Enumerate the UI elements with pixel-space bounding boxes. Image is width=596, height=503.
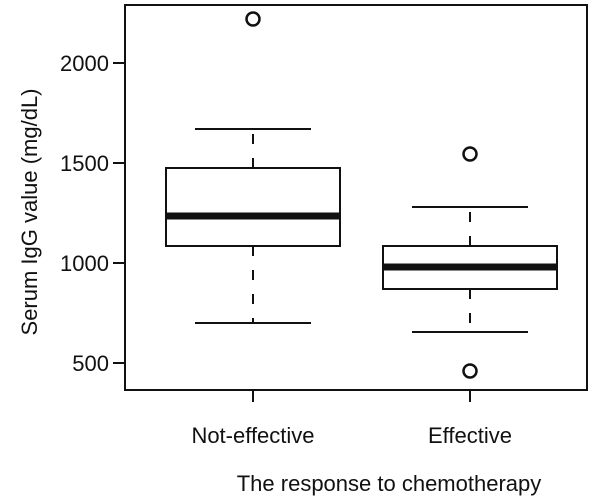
y-tick-label: 1500 bbox=[60, 151, 109, 176]
plot-frame bbox=[124, 4, 588, 391]
y-tick-label: 500 bbox=[72, 351, 109, 376]
y-tick-label: 1000 bbox=[60, 251, 109, 276]
x-tick-label: Effective bbox=[428, 423, 512, 448]
outlier-point bbox=[462, 363, 478, 379]
box-series bbox=[165, 11, 558, 379]
y-tick-label: 2000 bbox=[60, 51, 109, 76]
x-axis: Not-effective Effective bbox=[191, 390, 512, 448]
outlier-point bbox=[245, 11, 261, 27]
x-axis-label: The response to chemotherapy bbox=[237, 471, 542, 496]
y-axis-label: Serum IgG value (mg/dL) bbox=[17, 89, 42, 336]
iqr-box bbox=[165, 167, 341, 247]
outlier-point bbox=[462, 146, 478, 162]
y-axis: 500 1000 1500 2000 bbox=[60, 51, 125, 376]
x-tick-label: Not-effective bbox=[191, 423, 314, 448]
